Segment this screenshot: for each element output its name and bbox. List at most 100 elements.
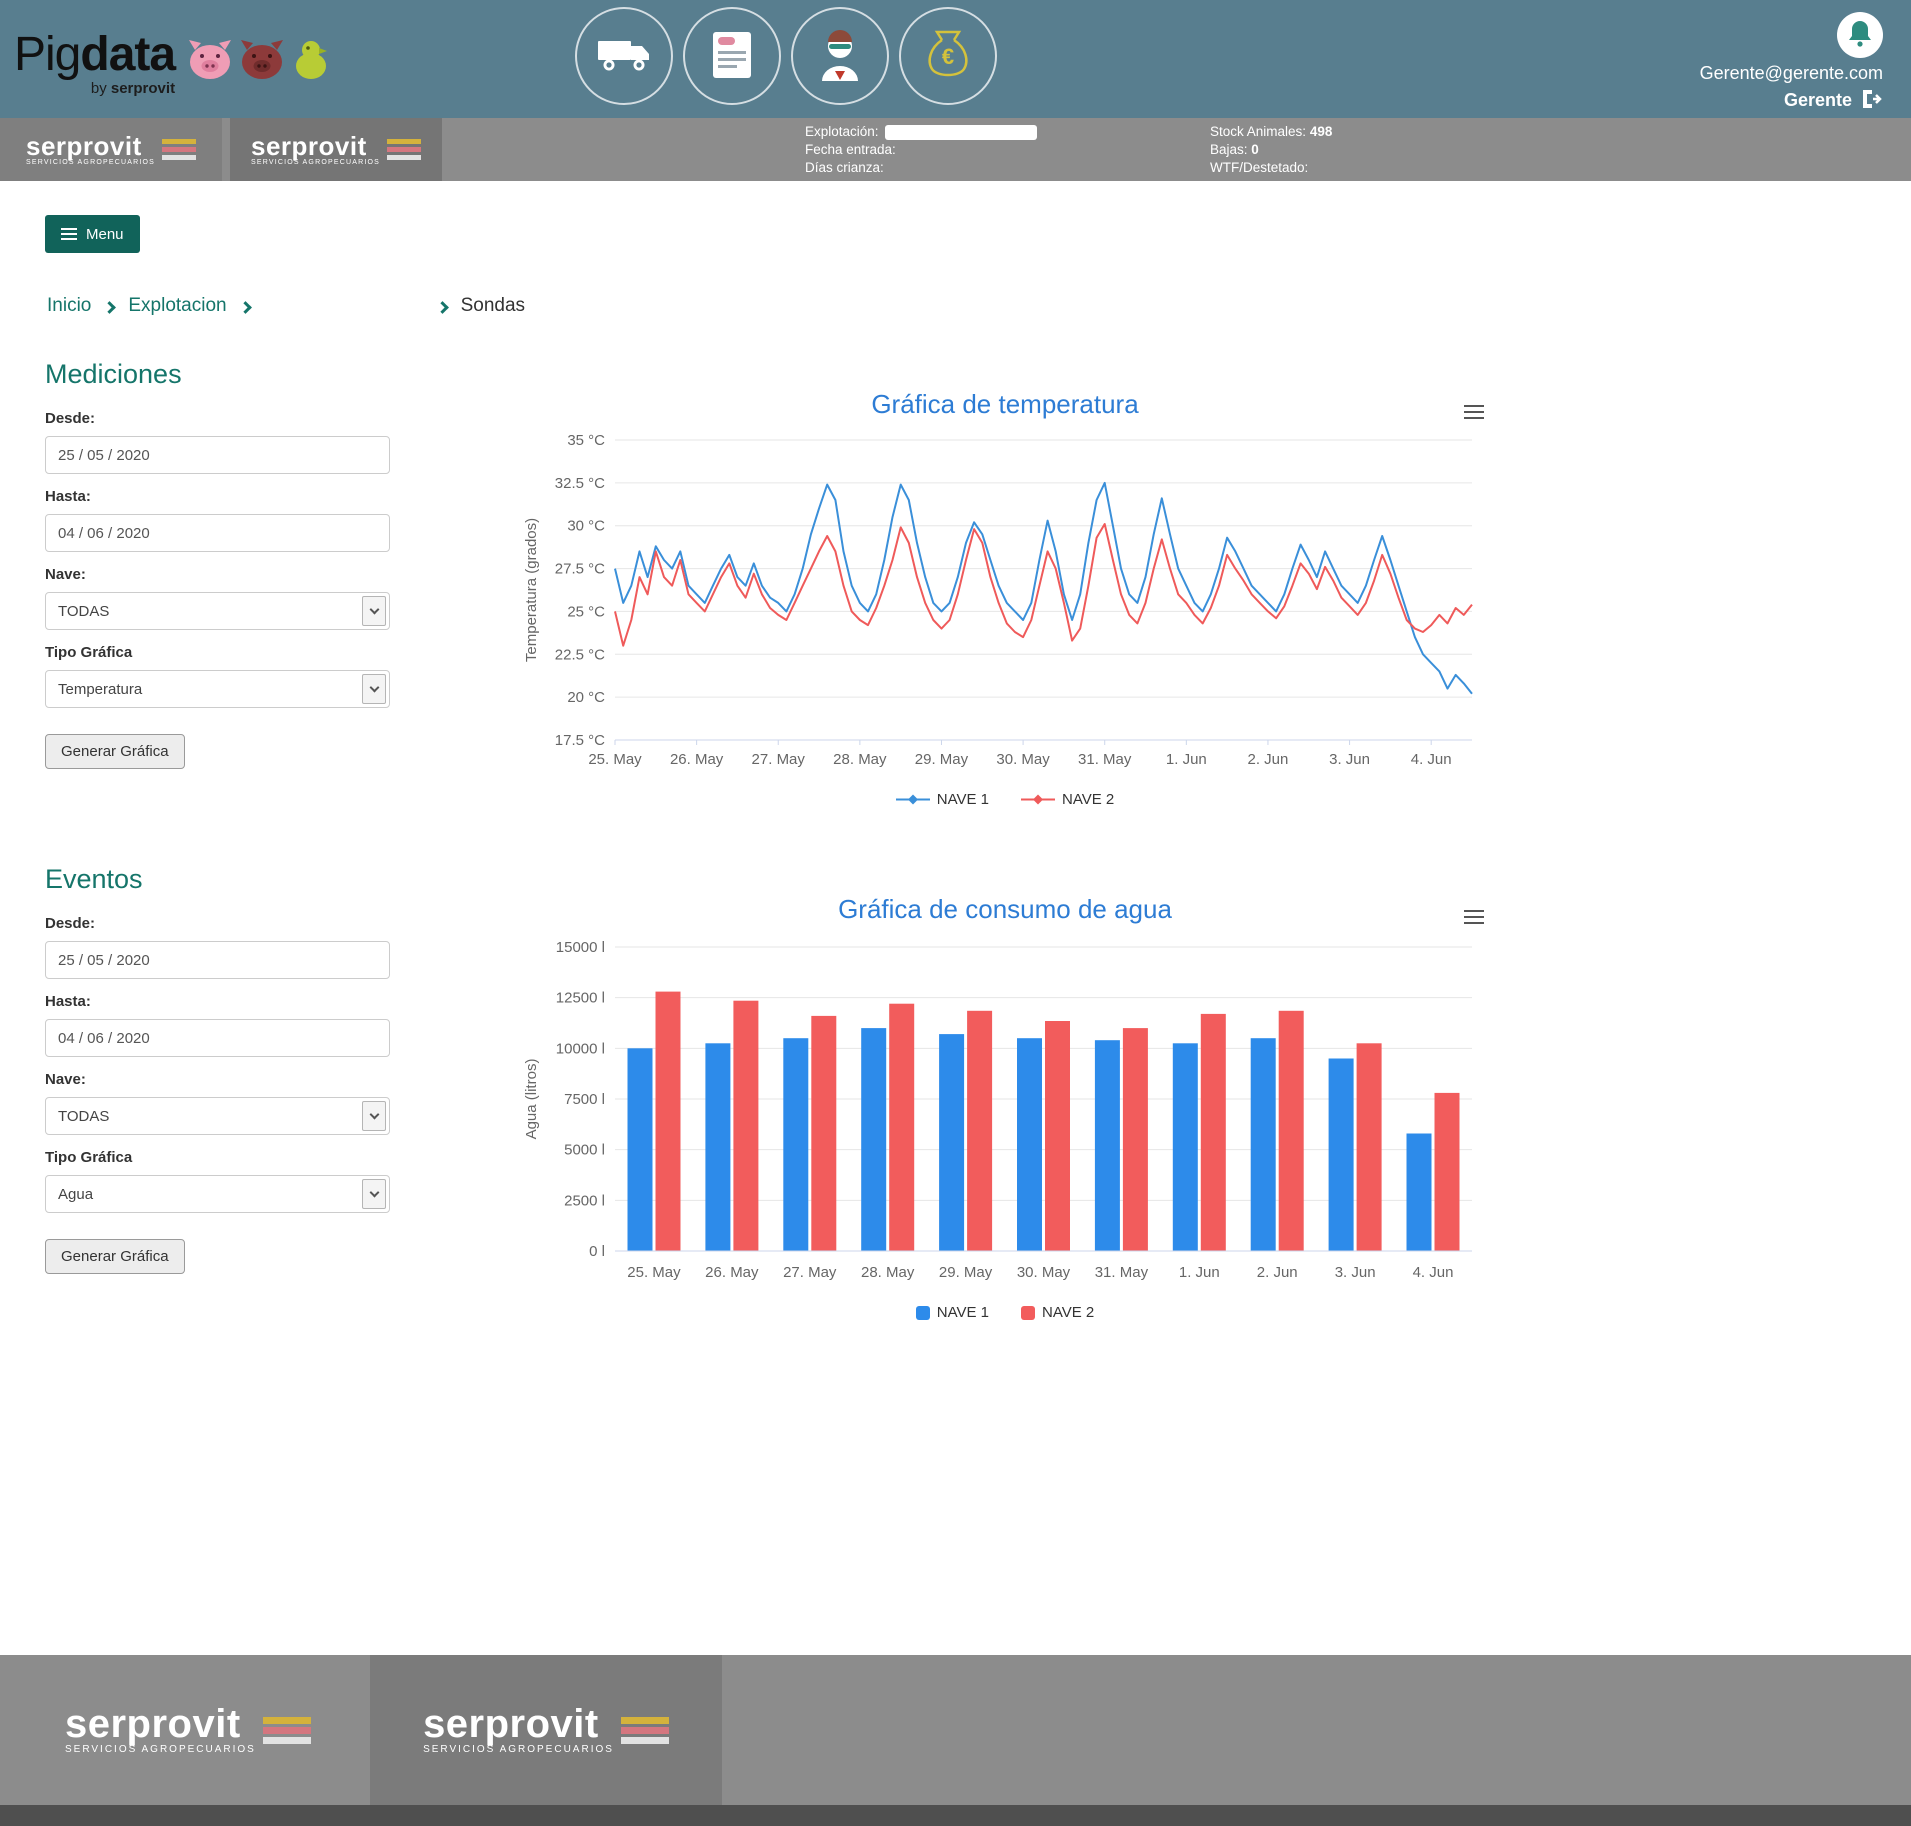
bell-icon: [1848, 20, 1872, 50]
svg-text:30 °C: 30 °C: [567, 518, 605, 535]
legend-item[interactable]: NAVE 2: [1021, 791, 1114, 808]
svg-text:35 °C: 35 °C: [567, 432, 605, 449]
header-nav: €: [575, 7, 997, 105]
dias-crianza-label: Días crianza:: [805, 160, 884, 175]
pigdata-logo: Pigdata by serprovit: [0, 22, 331, 97]
chart-context-menu-button[interactable]: [1460, 397, 1488, 427]
bajas-label: Bajas:: [1210, 142, 1248, 157]
hamburger-icon: [61, 225, 77, 243]
brand-text: Pigdata by serprovit: [14, 30, 176, 97]
chart-context-menu-button[interactable]: [1460, 902, 1488, 932]
hasta-input[interactable]: [45, 514, 390, 552]
serprovit-stripes-icon: [620, 1716, 669, 1744]
mediciones-title: Mediciones: [45, 359, 182, 389]
brand-byline: by serprovit: [90, 79, 176, 97]
finance-nav-button[interactable]: €: [899, 7, 997, 105]
breadcrumb-inicio[interactable]: Inicio: [47, 295, 92, 316]
svg-text:31. May: 31. May: [1095, 1264, 1149, 1281]
generar-grafica-button[interactable]: Generar Gráfica: [45, 734, 185, 769]
water-consumption-chart: Gráfica de consumo de agua 0 l 2500 l 5000…: [520, 894, 1490, 1321]
svg-text:5000 l: 5000 l: [564, 1142, 605, 1159]
serprovit-logo-link[interactable]: serprovit SERVICIOS AGROPECUARIOS: [0, 118, 222, 181]
breadcrumb-sondas: Sondas: [460, 295, 526, 316]
water-chart-col: Gráfica de consumo de agua 0 l 2500 l 5000…: [520, 864, 1911, 1321]
veterinary-nav-button[interactable]: [791, 7, 889, 105]
chart-legend: NAVE 1 NAVE 2: [520, 791, 1490, 808]
hasta-input[interactable]: [45, 1019, 390, 1057]
serprovit-logo-link[interactable]: serprovit SERVICIOS AGROPECUARIOS: [230, 118, 442, 181]
nave-select[interactable]: TODAS: [45, 1097, 390, 1135]
svg-text:17.5 °C: 17.5 °C: [555, 732, 605, 749]
menu-button[interactable]: Menu: [45, 215, 140, 253]
svg-text:15000 l: 15000 l: [556, 939, 605, 956]
svg-text:0 l: 0 l: [589, 1243, 605, 1260]
logout-icon: [1861, 89, 1883, 112]
svg-text:1. Jun: 1. Jun: [1179, 1264, 1220, 1281]
transport-nav-button[interactable]: [575, 7, 673, 105]
temperature-plot: 17.5 °C 20 °C 22.5 °C 25 °C 27.5 °C 30 °C 32.5…: [520, 430, 1490, 787]
pig-pink-icon: [187, 38, 233, 85]
svg-text:26. May: 26. May: [705, 1264, 759, 1281]
hasta-label: Hasta:: [45, 993, 91, 1010]
fecha-entrada-label: Fecha entrada:: [805, 142, 896, 157]
breadcrumb: Inicio Explotacion Sondas: [47, 295, 1911, 317]
reports-nav-button[interactable]: [683, 7, 781, 105]
svg-text:25. May: 25. May: [627, 1264, 681, 1281]
legend-item[interactable]: NAVE 1: [895, 791, 989, 808]
tipo-grafica-select[interactable]: Temperatura: [45, 670, 390, 708]
legend-item[interactable]: NAVE 2: [1021, 1304, 1094, 1321]
mediciones-section: Mediciones Desde: Hasta: Nave: TODAS Tip…: [0, 359, 1911, 808]
svg-text:29. May: 29. May: [939, 1264, 993, 1281]
logout-button[interactable]: [1861, 89, 1883, 112]
bottom-bar: [0, 1805, 1911, 1826]
main-content: Menu Inicio Explotacion Sondas Medicione…: [0, 181, 1911, 1655]
generar-grafica-button[interactable]: Generar Gráfica: [45, 1239, 185, 1274]
svg-text:Agua (litros): Agua (litros): [523, 1059, 540, 1140]
svg-text:2. Jun: 2. Jun: [1248, 751, 1289, 768]
serprovit-stripes-icon: [262, 1716, 311, 1744]
svg-text:28. May: 28. May: [861, 1264, 915, 1281]
legend-item[interactable]: NAVE 1: [915, 1304, 989, 1321]
desde-input[interactable]: [45, 436, 390, 474]
brand-pig: Pig: [14, 27, 81, 81]
svg-text:27.5 °C: 27.5 °C: [555, 561, 605, 578]
serprovit-logo: serprovit SERVICIOS AGROPECUARIOS: [251, 133, 421, 166]
svg-text:2500 l: 2500 l: [564, 1192, 605, 1209]
water-plot: 0 l 2500 l 5000 l 7500 l 10000 l 12500 l 15000…: [520, 935, 1490, 1300]
mediciones-form: Mediciones Desde: Hasta: Nave: TODAS Tip…: [0, 359, 520, 808]
user-email: Gerente@gerente.com: [1699, 63, 1883, 83]
user-area: Gerente@gerente.com Gerente: [1700, 6, 1911, 112]
svg-text:27. May: 27. May: [783, 1264, 837, 1281]
breadcrumb-explotacion[interactable]: Explotacion: [128, 295, 227, 316]
nave-select[interactable]: TODAS: [45, 592, 390, 630]
farm-info: Explotación: Fecha entrada: Días crianza…: [805, 123, 1037, 177]
svg-text:26. May: 26. May: [670, 751, 724, 768]
notifications-button[interactable]: [1837, 12, 1883, 58]
svg-text:20 °C: 20 °C: [567, 689, 605, 706]
svg-text:€: €: [942, 44, 954, 69]
svg-text:12500 l: 12500 l: [556, 990, 605, 1007]
chevron-right-icon: [238, 300, 252, 314]
veterinarian-icon: [816, 29, 864, 84]
stock-info: Stock Animales: 498 Bajas: 0 WTF/Desteta…: [1210, 123, 1332, 177]
stock-value: 498: [1309, 124, 1333, 139]
nave-label: Nave:: [45, 1071, 86, 1088]
desde-label: Desde:: [45, 410, 96, 427]
svg-text:30. May: 30. May: [1017, 1264, 1071, 1281]
svg-text:7500 l: 7500 l: [564, 1091, 605, 1108]
money-bag-icon: €: [925, 29, 971, 84]
redacted-value: [884, 124, 1037, 140]
serprovit-logo: serprovit SERVICIOS AGROPECUARIOS: [65, 1704, 370, 1755]
tipo-grafica-select[interactable]: Agua: [45, 1175, 390, 1213]
chevron-right-icon: [103, 300, 117, 314]
chart-title: Gráfica de consumo de agua: [838, 894, 1172, 924]
chevron-down-icon: [362, 674, 386, 704]
svg-text:29. May: 29. May: [915, 751, 969, 768]
svg-text:4. Jun: 4. Jun: [1413, 1264, 1454, 1281]
svg-text:22.5 °C: 22.5 °C: [555, 646, 605, 663]
chevron-right-icon: [435, 300, 449, 314]
chick-icon: [291, 38, 331, 85]
tipo-grafica-label: Tipo Gráfica: [45, 644, 133, 661]
pig-maroon-icon: [239, 38, 285, 85]
desde-input[interactable]: [45, 941, 390, 979]
